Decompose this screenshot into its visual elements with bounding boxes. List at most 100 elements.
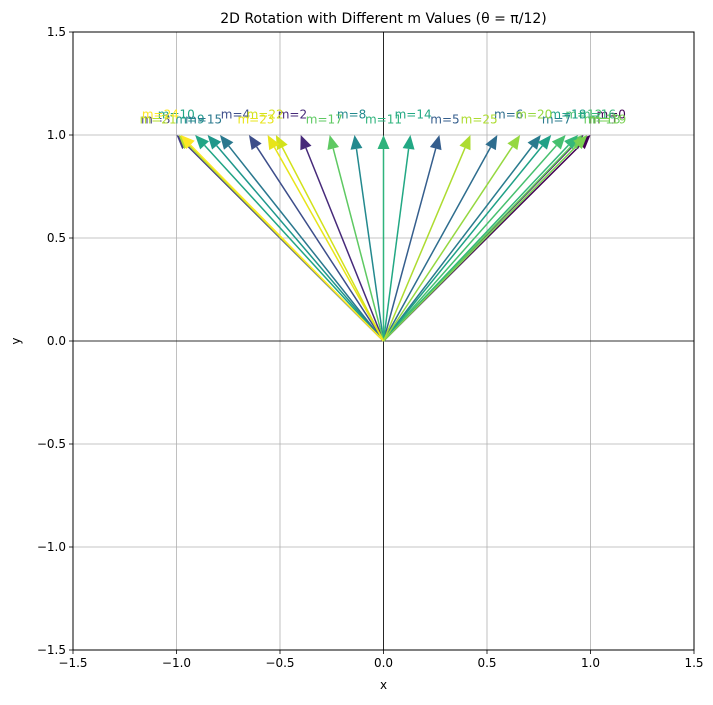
vector-shaft [382, 146, 514, 342]
vector-arrow [382, 135, 471, 342]
vector-label: m=25 [461, 112, 498, 126]
vector-label: m=9 [175, 112, 204, 126]
y-tick-label: −1.5 [37, 643, 66, 657]
vector-arrow [350, 135, 385, 342]
vector-arrow [300, 135, 385, 342]
vector-label: m=16 [579, 107, 616, 121]
vector-shaft [382, 145, 533, 342]
y-tick-label: 0.5 [47, 231, 66, 245]
vector-shaft [382, 144, 557, 342]
vector-label: m=20 [515, 107, 552, 121]
vector-label: m=11 [365, 112, 402, 126]
vector-arrow [248, 135, 385, 342]
vector-head [300, 135, 312, 151]
vector-head [507, 135, 521, 150]
vector-head [402, 135, 415, 150]
vector-shaft [382, 146, 492, 342]
vector-arrow [382, 135, 552, 342]
vector-label: m=22 [247, 107, 284, 121]
vector-arrow [195, 135, 385, 342]
vector-head [195, 135, 210, 150]
vector-arrow [382, 135, 541, 342]
vector-label: m=8 [337, 107, 366, 121]
vector-arrow [377, 135, 390, 341]
vector-arrow [275, 135, 385, 342]
vector-shaft [355, 148, 385, 342]
vector-shaft [228, 145, 385, 342]
vector-arrow [382, 135, 415, 342]
vector-label: m=24 [142, 107, 179, 121]
vector-shaft [382, 147, 466, 342]
y-tick-label: 1.0 [47, 128, 66, 142]
vector-arrow [382, 135, 579, 342]
vector-shaft [189, 144, 385, 342]
y-tick-label: 1.5 [47, 25, 66, 39]
vector-head [248, 135, 262, 151]
vector-label: m=7 [542, 112, 571, 126]
vector-head [459, 135, 471, 151]
vector-arrow [327, 135, 385, 342]
vector-head [485, 135, 498, 151]
vector-labels: m=0m=1m=2m=3 m=4 m=5 m=6 m=7m=8m=9m=10 m=11 m=… [140, 107, 627, 126]
vector-series [176, 135, 591, 342]
vector-shaft [382, 145, 543, 342]
x-tick-label: −0.5 [265, 656, 294, 670]
vector-label: m=10 [158, 107, 195, 121]
vector-shaft [305, 147, 385, 342]
vector-label: m=5 [430, 112, 459, 126]
vector-label: m=0 [597, 107, 626, 121]
y-axis-label: y [9, 337, 23, 344]
vector-shaft [382, 144, 570, 342]
vector-shaft [281, 147, 385, 342]
y-tick-label: −0.5 [37, 437, 66, 451]
x-tick-label: 1.5 [684, 656, 703, 670]
vector-head [207, 135, 222, 150]
vector-label: m=4 [221, 107, 250, 121]
vector-label: m=23 [237, 112, 274, 126]
vector-head [180, 135, 195, 150]
chart-title: 2D Rotation with Different m Values (θ =… [220, 11, 546, 27]
vector-label: m=17 [306, 112, 343, 126]
vector-shaft [204, 144, 385, 342]
vector-head [537, 135, 552, 150]
ticks: −1.5 −1.0 −0.5 0.0 0.5 1.0 1.5 −1.5 −1.0 −0.5 0.0 0… [37, 25, 704, 670]
vector-shaft [255, 146, 385, 342]
x-tick-label: 0.5 [477, 656, 496, 670]
vector-shaft [382, 148, 437, 342]
x-axis-label: x [380, 678, 387, 692]
vector-label: m=18 [549, 107, 586, 121]
vector-arrow [382, 135, 442, 342]
x-tick-label: 1.0 [581, 656, 600, 670]
vector-head [573, 135, 588, 150]
vector-label: m=2 [278, 107, 307, 121]
y-tick-label: −1.0 [37, 540, 66, 554]
vector-shaft [382, 144, 579, 342]
vector-label: m=15 [185, 112, 222, 126]
vector-head [527, 135, 541, 150]
x-tick-label: −1.5 [58, 656, 87, 670]
vector-label: m=19 [589, 112, 626, 126]
vector-shaft [273, 146, 385, 342]
vector-shaft [382, 148, 410, 342]
vector-head [275, 135, 288, 151]
vector-arrow [382, 135, 498, 342]
vector-arrow [382, 135, 588, 342]
vector-head [350, 135, 363, 150]
vector-arrow [207, 135, 385, 342]
vector-label: m=14 [395, 107, 432, 121]
vector-arrow [382, 135, 566, 342]
vector-arrow [267, 135, 385, 342]
vector-label: m=13 [584, 112, 621, 126]
vector-head [327, 135, 340, 151]
vector-head [219, 135, 234, 150]
vector-head [267, 135, 280, 151]
vector-label: m=6 [494, 107, 523, 121]
vector-shaft [332, 148, 385, 342]
vector-arrow [219, 135, 385, 342]
vector-head [429, 135, 442, 151]
vector-arrow [180, 135, 385, 342]
vector-label: m=1 [589, 112, 618, 126]
vector-arrow [382, 135, 521, 342]
